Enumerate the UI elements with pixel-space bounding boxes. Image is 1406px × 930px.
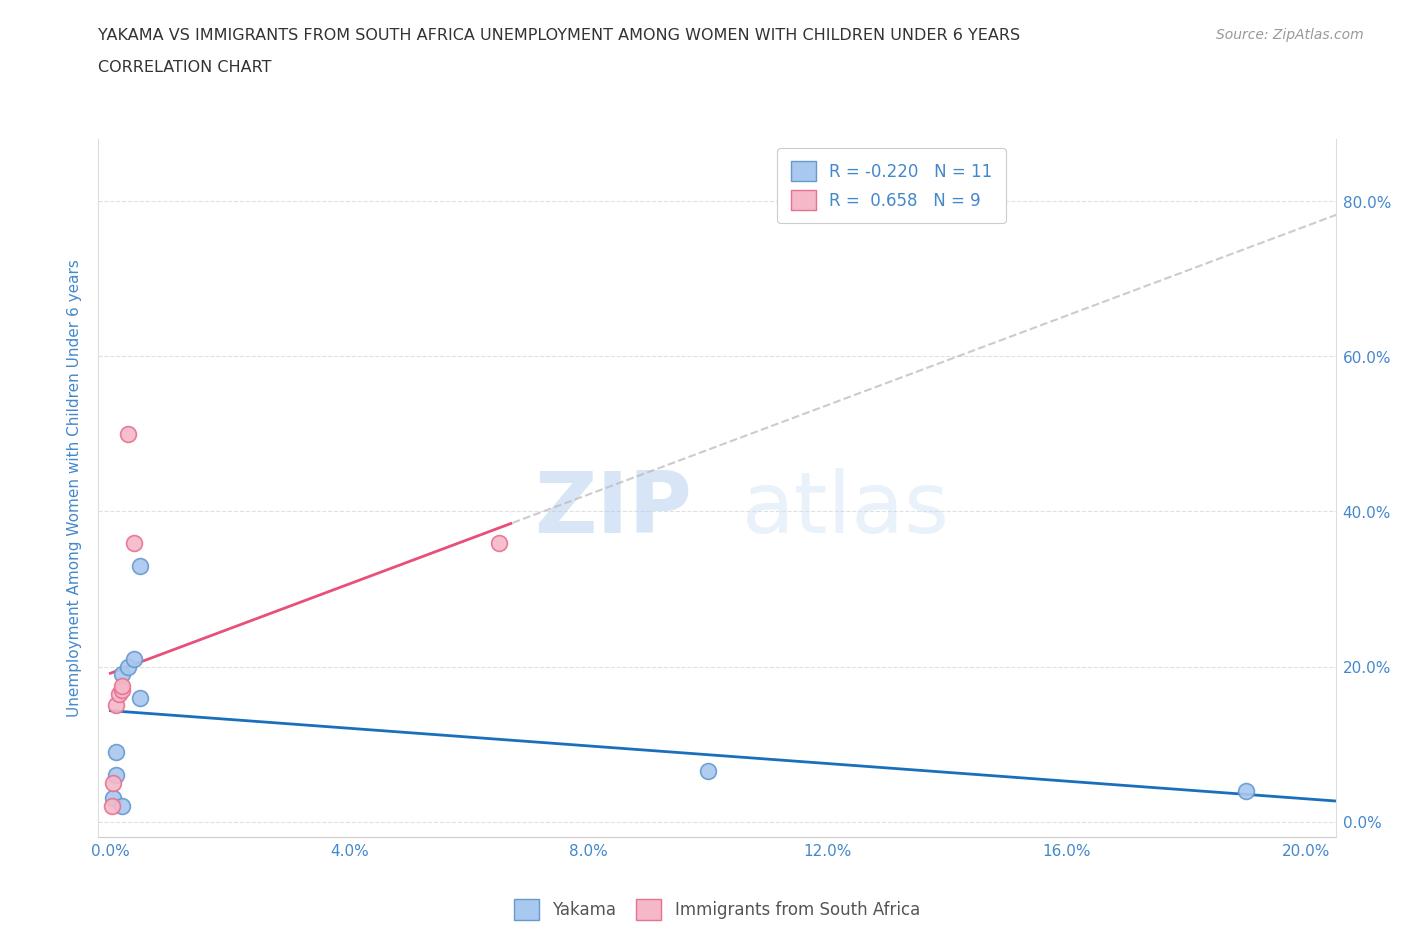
- Point: [103, 790, 125, 805]
- Point: [111, 667, 134, 682]
- Point: [488, 535, 510, 550]
- Point: [117, 427, 139, 442]
- Point: [124, 535, 146, 550]
- Point: [124, 651, 146, 666]
- Text: YAKAMA VS IMMIGRANTS FROM SOUTH AFRICA UNEMPLOYMENT AMONG WOMEN WITH CHILDREN UN: YAKAMA VS IMMIGRANTS FROM SOUTH AFRICA U…: [98, 28, 1021, 43]
- Point: [111, 679, 134, 694]
- Point: [103, 776, 125, 790]
- Point: [105, 744, 128, 759]
- Text: Source: ZipAtlas.com: Source: ZipAtlas.com: [1216, 28, 1364, 42]
- Legend: Yakama, Immigrants from South Africa: Yakama, Immigrants from South Africa: [508, 893, 927, 926]
- Text: CORRELATION CHART: CORRELATION CHART: [98, 60, 271, 75]
- Point: [129, 558, 152, 573]
- Text: atlas: atlas: [742, 468, 950, 551]
- Point: [105, 767, 128, 782]
- Point: [105, 698, 128, 712]
- Point: [697, 764, 720, 778]
- Point: [111, 799, 134, 814]
- Point: [111, 683, 134, 698]
- Text: ZIP: ZIP: [534, 468, 692, 551]
- Point: [129, 690, 152, 705]
- Point: [1234, 783, 1257, 798]
- Point: [117, 659, 139, 674]
- Point: [108, 686, 131, 701]
- Y-axis label: Unemployment Among Women with Children Under 6 years: Unemployment Among Women with Children U…: [67, 259, 83, 717]
- Point: [101, 799, 124, 814]
